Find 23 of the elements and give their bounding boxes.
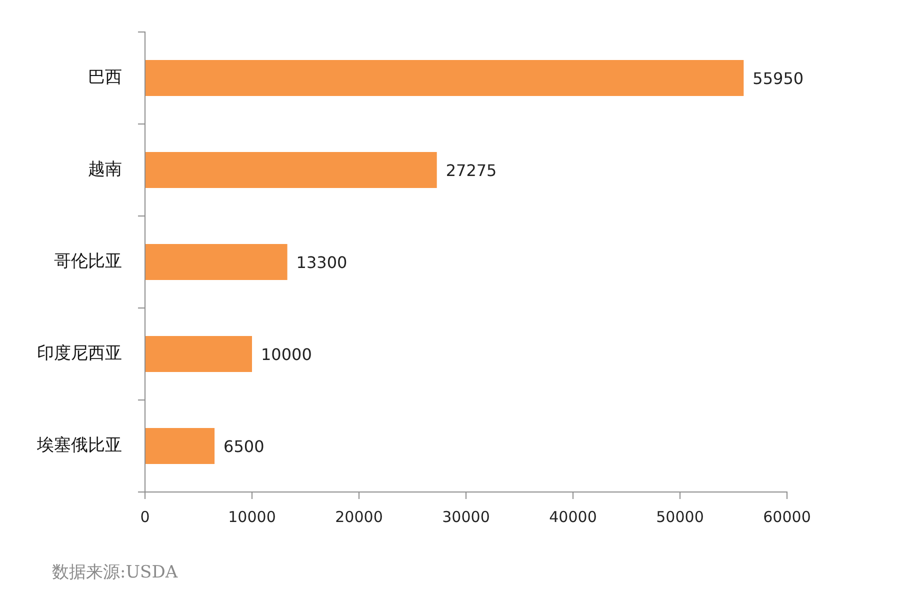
bar <box>146 428 215 464</box>
x-tick-label: 20000 <box>335 508 383 526</box>
x-tick-label: 60000 <box>763 508 811 526</box>
data-label: 10000 <box>261 345 312 364</box>
x-tick-label: 10000 <box>228 508 276 526</box>
bar <box>146 152 437 188</box>
data-label: 27275 <box>446 161 497 180</box>
y-tick-label: 埃塞俄比亚 <box>36 435 122 456</box>
data-label: 13300 <box>296 253 348 272</box>
data-label: 55950 <box>752 69 804 88</box>
bar <box>146 244 288 280</box>
x-tick-label: 0 <box>140 508 150 526</box>
data-label: 6500 <box>224 437 264 456</box>
x-tick-label: 30000 <box>442 508 490 526</box>
source-note: 数据来源:USDA <box>52 562 178 582</box>
y-tick-label: 巴西 <box>88 67 122 88</box>
y-tick-label: 越南 <box>88 159 122 180</box>
x-tick-label: 50000 <box>656 508 704 526</box>
x-tick-label: 40000 <box>549 508 597 526</box>
y-tick-label: 印度尼西亚 <box>37 343 122 364</box>
bar <box>146 60 744 96</box>
y-tick-label: 哥伦比亚 <box>54 251 122 272</box>
bar <box>146 336 252 372</box>
